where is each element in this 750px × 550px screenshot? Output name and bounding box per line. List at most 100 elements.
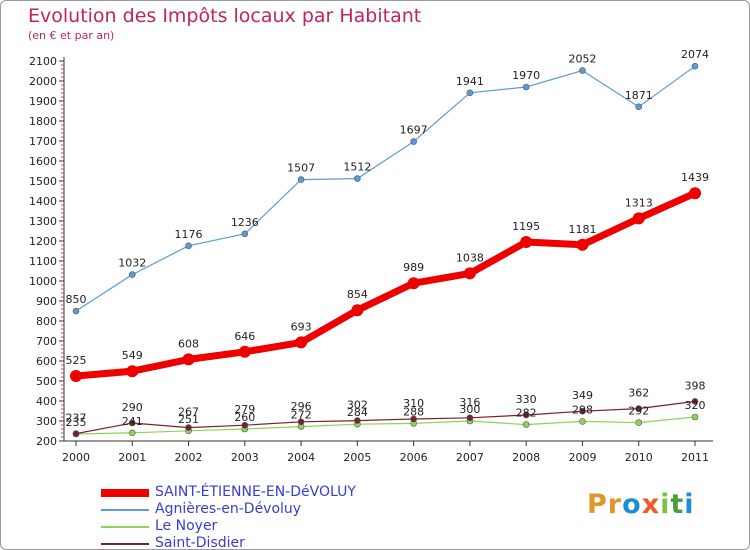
data-point bbox=[297, 418, 305, 426]
y-tick-label: 2000 bbox=[29, 75, 57, 88]
data-label: 525 bbox=[66, 354, 87, 367]
data-point bbox=[128, 429, 136, 437]
data-label: 608 bbox=[178, 337, 199, 350]
data-point bbox=[70, 370, 82, 382]
data-point bbox=[466, 414, 474, 422]
y-tick-label: 1100 bbox=[29, 255, 57, 268]
series-line-0 bbox=[72, 189, 699, 380]
legend-swatch bbox=[101, 525, 149, 528]
logo-letter: P bbox=[587, 489, 608, 520]
data-point bbox=[72, 307, 80, 315]
data-label: 237 bbox=[66, 412, 87, 425]
data-label: 1941 bbox=[456, 75, 484, 88]
x-tick-label: 2009 bbox=[568, 451, 596, 464]
data-label: 284 bbox=[347, 406, 368, 419]
y-tick-label: 400 bbox=[36, 395, 57, 408]
x-tick-label: 2003 bbox=[231, 451, 259, 464]
series-line-1 bbox=[75, 65, 696, 312]
chart-axes: 200 300 400 500 600 700 800 900 1000 1100 1200 1300… bbox=[29, 55, 713, 464]
data-point bbox=[241, 230, 249, 238]
data-label: 282 bbox=[516, 407, 537, 420]
data-label: 1871 bbox=[625, 89, 653, 102]
data-label: 298 bbox=[572, 403, 593, 416]
data-label: 292 bbox=[628, 405, 649, 418]
logo-letter: t bbox=[670, 489, 685, 520]
data-point bbox=[463, 267, 476, 280]
legend-swatch bbox=[101, 488, 149, 497]
data-label: 302 bbox=[347, 399, 368, 412]
chart-subtitle: (en € et par an) bbox=[28, 29, 115, 42]
legend-swatch bbox=[101, 508, 149, 511]
data-label: 241 bbox=[122, 415, 143, 428]
series-line-3 bbox=[75, 400, 696, 435]
data-point bbox=[295, 336, 308, 349]
data-label: 288 bbox=[403, 405, 424, 418]
y-tick-label: 1500 bbox=[29, 175, 57, 188]
y-tick-label: 1600 bbox=[29, 155, 57, 168]
data-point bbox=[410, 415, 417, 423]
data-point bbox=[579, 418, 586, 425]
data-label: 1970 bbox=[512, 69, 540, 82]
data-label: 646 bbox=[234, 330, 255, 343]
y-tick-label: 1700 bbox=[29, 135, 57, 148]
data-point bbox=[126, 365, 139, 378]
data-label: 850 bbox=[66, 293, 87, 306]
data-point bbox=[185, 424, 192, 431]
data-point bbox=[635, 103, 643, 111]
data-point bbox=[691, 413, 699, 421]
data-label: 1181 bbox=[568, 223, 596, 236]
data-point bbox=[128, 271, 136, 278]
data-label: 854 bbox=[347, 288, 368, 301]
y-tick-label: 600 bbox=[36, 355, 57, 368]
data-label: 316 bbox=[459, 396, 480, 409]
data-point bbox=[238, 345, 251, 358]
data-label: 398 bbox=[685, 379, 706, 392]
y-tick-label: 200 bbox=[36, 435, 57, 448]
chart-data-labels: 850 1032 1176 1236 1507 1512 1697 1941 1970 2052 1… bbox=[66, 48, 710, 429]
chart-title: Evolution des Impôts locaux par Habitant bbox=[28, 5, 422, 27]
y-tick-label: 1900 bbox=[29, 95, 57, 108]
legend-label: Le Noyer bbox=[155, 518, 218, 534]
data-point bbox=[522, 83, 530, 91]
data-label: 320 bbox=[685, 399, 706, 412]
y-tick-label: 300 bbox=[36, 415, 57, 428]
y-tick-label: 1200 bbox=[29, 235, 57, 248]
data-label: 2052 bbox=[568, 53, 596, 66]
data-point bbox=[128, 419, 136, 427]
data-label: 1038 bbox=[456, 251, 484, 264]
data-point bbox=[72, 430, 80, 437]
data-label: 300 bbox=[459, 403, 480, 416]
data-point bbox=[354, 175, 361, 182]
series-line-2 bbox=[75, 416, 696, 435]
x-tick-label: 2011 bbox=[681, 451, 709, 464]
data-point bbox=[520, 236, 533, 248]
data-point bbox=[241, 421, 249, 429]
data-point bbox=[297, 176, 305, 183]
y-tick-label: 1400 bbox=[29, 195, 57, 208]
data-label: 1507 bbox=[287, 162, 315, 175]
legend-label: Saint-Disdier bbox=[155, 535, 245, 550]
data-point bbox=[466, 89, 474, 97]
data-point bbox=[407, 277, 420, 290]
data-point bbox=[691, 398, 699, 405]
y-tick-label: 1000 bbox=[29, 275, 57, 288]
x-tick-label: 2010 bbox=[625, 451, 653, 464]
data-label: 296 bbox=[291, 400, 312, 413]
data-point bbox=[576, 238, 589, 251]
data-label: 260 bbox=[234, 411, 255, 424]
data-point bbox=[182, 353, 195, 366]
logo-letter: x bbox=[641, 489, 661, 520]
data-label: 1195 bbox=[512, 220, 540, 233]
proxiti-logo: Proxiti bbox=[587, 489, 695, 520]
x-tick-label: 2000 bbox=[62, 451, 90, 464]
y-tick-label: 800 bbox=[36, 315, 57, 328]
data-point bbox=[410, 138, 417, 145]
legend-label: Agnières-en-Dévoluy bbox=[155, 501, 302, 517]
y-tick-label: 2100 bbox=[29, 55, 57, 68]
data-label: 251 bbox=[178, 413, 199, 426]
data-label: 349 bbox=[572, 389, 593, 402]
chart-series bbox=[70, 62, 701, 438]
x-tick-label: 2001 bbox=[118, 451, 146, 464]
